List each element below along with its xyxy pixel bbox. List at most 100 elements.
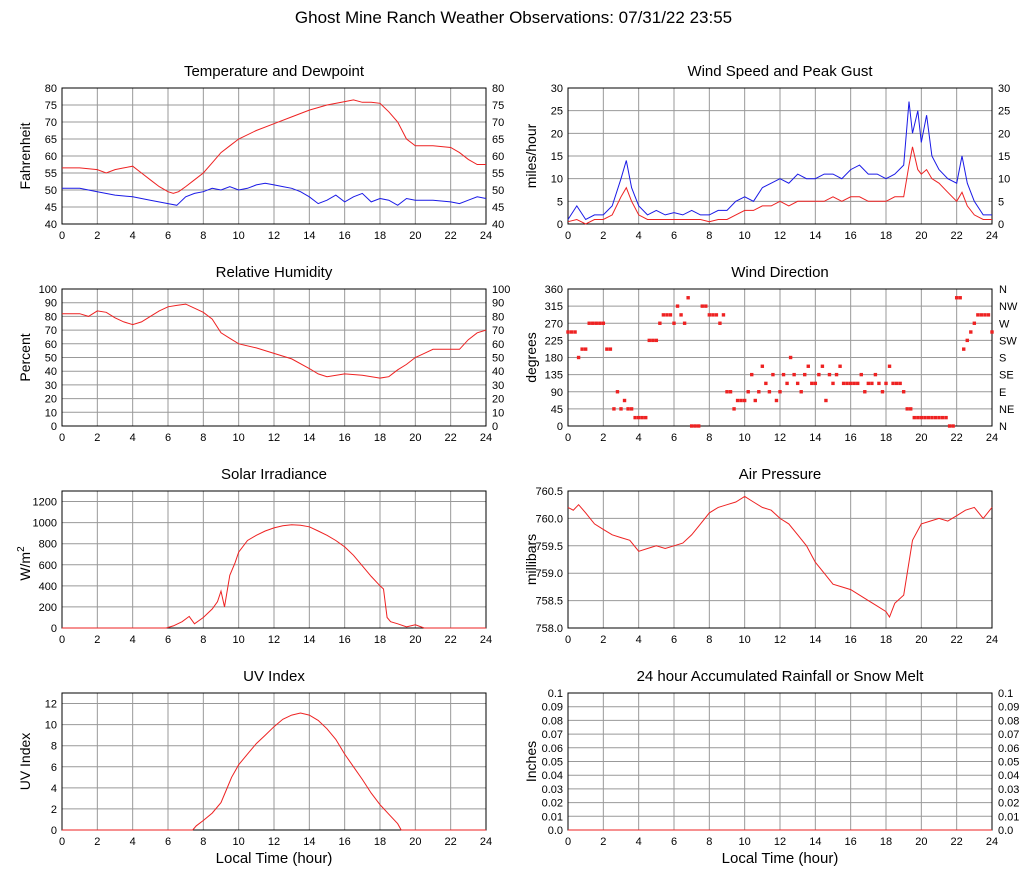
- wind-direction-point: [979, 313, 984, 317]
- x-tick-label: 14: [809, 230, 821, 242]
- y-tick-label: 40: [45, 366, 57, 378]
- x-tick-label: 0: [59, 432, 65, 444]
- x-tick-label: 20: [915, 432, 927, 444]
- y-tick-label: 200: [39, 602, 57, 614]
- wind-direction-point: [658, 321, 662, 325]
- wind-direction-point: [587, 321, 591, 325]
- y-tick-label: 0.0: [548, 825, 563, 837]
- y-tick-label-right: 10: [492, 407, 504, 419]
- x-tick-label: 22: [951, 634, 963, 646]
- wind-direction-point: [665, 313, 669, 317]
- x-tick-label: 18: [880, 230, 892, 242]
- wind-direction-point: [898, 381, 902, 386]
- compass-tick-label: S: [999, 353, 1006, 365]
- wind-direction-point: [566, 330, 570, 334]
- x-tick-label: 18: [374, 230, 386, 242]
- y-tick-label-right: 0.07: [998, 729, 1019, 741]
- y-axis-label-sup: 2: [16, 546, 27, 552]
- x-tick-label: 24: [986, 836, 998, 848]
- x-tick-label: 4: [636, 634, 642, 646]
- y-tick-label: 45: [551, 404, 563, 416]
- x-tick-label: 8: [200, 836, 206, 848]
- y-tick-label-right: 0.1: [998, 688, 1013, 700]
- series-line-0: [62, 99, 486, 194]
- wind-direction-point: [725, 390, 729, 394]
- y-tick-label: 0.03: [542, 784, 563, 796]
- x-tick-label: 12: [774, 634, 786, 646]
- y-tick-label: 0.02: [542, 798, 563, 810]
- y-tick-label: 70: [45, 325, 57, 337]
- wind-direction-point: [774, 398, 779, 403]
- x-tick-label: 2: [94, 836, 100, 848]
- y-tick-label-right: 0.0: [998, 825, 1013, 837]
- wind-direction-point: [654, 338, 659, 343]
- y-tick-label-right: 20: [998, 128, 1010, 140]
- wind-direction-point: [668, 313, 673, 317]
- y-tick-label: 760.5: [535, 486, 563, 498]
- wind-direction-point: [576, 355, 581, 360]
- x-tick-label: 12: [268, 432, 280, 444]
- x-tick-label: 8: [706, 230, 712, 242]
- chart-title: Relative Humidity: [216, 264, 333, 281]
- y-axis-label: degrees: [523, 332, 539, 383]
- chart-title: Wind Direction: [731, 264, 829, 281]
- x-tick-label: 10: [739, 432, 751, 444]
- x-tick-label: 22: [951, 432, 963, 444]
- wind-direction-point: [640, 415, 644, 420]
- series-line-1: [567, 146, 992, 225]
- x-tick-label: 6: [671, 432, 677, 444]
- y-tick-label: 60: [45, 151, 57, 163]
- x-tick-label: 0: [59, 836, 65, 848]
- y-tick-label-right: 80: [492, 311, 504, 323]
- x-tick-label: 0: [565, 634, 571, 646]
- y-tick-label: 0: [51, 825, 57, 837]
- chart-title: Temperature and Dewpoint: [184, 63, 365, 80]
- plot-frame: [567, 288, 993, 427]
- x-tick-label: 2: [600, 836, 606, 848]
- wind-direction-point: [901, 390, 906, 394]
- y-tick-label-right: 55: [492, 168, 504, 180]
- x-tick-label: 0: [59, 634, 65, 646]
- x-tick-label: 10: [739, 634, 751, 646]
- compass-tick-label: SE: [999, 370, 1014, 382]
- wind-direction-point: [873, 372, 878, 377]
- y-tick-label: 0: [557, 421, 563, 433]
- wind-direction-point: [820, 364, 825, 368]
- wind-direction-point: [852, 381, 856, 386]
- y-tick-label: 20: [551, 128, 563, 140]
- wind-direction-point: [651, 338, 655, 343]
- y-tick-label: 65: [45, 134, 57, 146]
- x-tick-label: 4: [130, 836, 136, 848]
- x-tick-label: 14: [303, 836, 315, 848]
- x-tick-label: 18: [880, 432, 892, 444]
- y-tick-label: 90: [45, 298, 57, 310]
- chart-title: 24 hour Accumulated Rainfall or Snow Mel…: [637, 668, 925, 685]
- x-tick-label: 8: [706, 836, 712, 848]
- wind-direction-point: [799, 390, 803, 394]
- y-axis-label: Inches: [523, 741, 539, 782]
- wind-direction-point: [583, 347, 588, 351]
- y-tick-label: 6: [51, 762, 57, 774]
- x-tick-label: 4: [636, 230, 642, 242]
- x-tick-label: 0: [565, 432, 571, 444]
- wind-direction-point: [707, 313, 712, 317]
- wind-direction-point: [986, 313, 991, 317]
- wind-direction-point: [675, 304, 680, 308]
- y-tick-label: 10: [551, 174, 563, 186]
- y-tick-label-right: 0.06: [998, 743, 1019, 755]
- wind-direction-point: [806, 364, 810, 368]
- y-tick-label: 0.04: [542, 770, 563, 782]
- y-tick-label: 0.1: [548, 688, 563, 700]
- x-tick-label: 2: [600, 432, 606, 444]
- y-tick-label: 80: [45, 311, 57, 323]
- wind-direction-point: [990, 330, 994, 334]
- wind-direction-point: [884, 381, 888, 386]
- wind-direction-point: [962, 347, 966, 351]
- y-tick-label: 0: [557, 219, 563, 231]
- wind-direction-point: [735, 398, 740, 403]
- wind-direction-point: [608, 347, 613, 351]
- x-tick-label: 2: [94, 634, 100, 646]
- wind-direction-point: [983, 313, 987, 317]
